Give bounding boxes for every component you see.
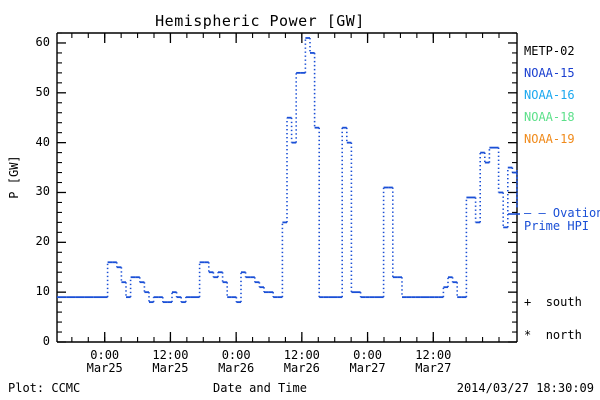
x-tick-label: 12:00 Mar26 [265,349,339,375]
legend-item-noaa-15[interactable]: NOAA-15 [524,66,575,80]
x-tick-date: Mar27 [415,361,452,375]
legend-ovation-prime-hpi: — — Ovation Prime HPI [524,207,600,233]
legend-symbol-label: south [545,295,582,309]
x-tick-time: 12:00 [415,348,452,362]
legend-symbol-north: * north [524,328,582,342]
legend-item-metp-02[interactable]: METP-02 [524,44,575,58]
legend-item-noaa-16[interactable]: NOAA-16 [524,88,575,102]
x-tick-time: 12:00 [152,348,189,362]
x-tick-date: Mar25 [86,361,123,375]
x-tick-date: Mar27 [349,361,386,375]
legend-ovation-line1: — — Ovation [524,206,600,220]
y-tick-label: 20 [35,234,50,249]
y-tick-label: 10 [35,284,50,299]
y-axis-ticks [57,32,517,343]
x-tick-time: 0:00 [221,348,251,362]
footer-plot-source: Plot: CCMC [8,381,81,395]
x-tick-time: 0:00 [90,348,120,362]
data-series-ovation-prime-hpi [57,37,518,304]
chart-title: Hemispheric Power [GW] [155,12,365,30]
x-tick-label: 0:00 Mar27 [331,349,405,375]
footer-timestamp: 2014/03/27 18:30:09 [456,381,594,395]
x-tick-date: Mar26 [218,361,255,375]
x-tick-time: 0:00 [353,348,383,362]
x-tick-label: 0:00 Mar26 [199,349,273,375]
y-tick-label: 0 [42,334,50,348]
legend-glyph-north-icon: * [524,328,532,342]
x-tick-label: 0:00 Mar25 [68,349,142,375]
y-tick-label: 60 [35,34,50,49]
x-tick-label: 12:00 Mar27 [396,349,470,375]
x-tick-time: 12:00 [283,348,320,362]
legend-item-noaa-19[interactable]: NOAA-19 [524,132,575,146]
x-tick-date: Mar25 [152,361,189,375]
legend-symbol-south: + south [524,295,582,309]
legend-item-noaa-18[interactable]: NOAA-18 [524,110,575,124]
legend-glyph-south-icon: + [524,295,532,309]
legend-symbol-label: north [545,328,582,342]
legend-ovation-line2: Prime HPI [524,219,590,233]
footer-x-axis-title: Date and Time [213,381,307,395]
y-tick-label: 50 [35,84,50,99]
y-tick-label: 30 [35,184,50,199]
y-tick-label: 40 [35,134,50,149]
x-tick-label: 12:00 Mar25 [133,349,207,375]
x-tick-date: Mar26 [283,361,320,375]
plot-frame [56,32,518,343]
x-axis-ticks [71,33,500,342]
